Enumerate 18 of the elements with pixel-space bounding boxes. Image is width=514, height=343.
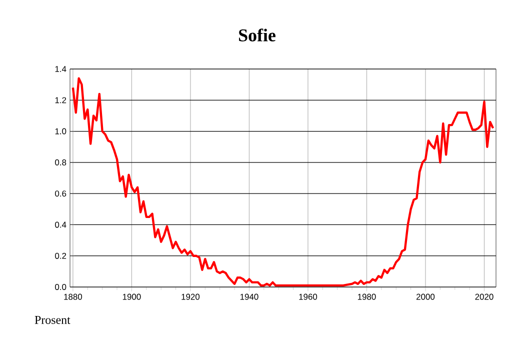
x-tick-label: 1960: [299, 294, 318, 300]
text: Prosent: [34, 316, 70, 324]
y-tick-label: 1.4: [55, 66, 66, 72]
x-tick-label: 1940: [240, 294, 258, 300]
x-tick-label: 1880: [64, 294, 82, 300]
y-tick-label: 0.2: [55, 252, 66, 259]
y-tick-label: 1.2: [55, 97, 66, 104]
y-tick-label: 0.8: [55, 159, 66, 166]
x-tick-label: 2000: [416, 294, 435, 300]
x-tick-label: 1980: [358, 294, 376, 300]
x-tick-label: 2020: [475, 294, 494, 300]
x-tick-label: 1920: [182, 294, 200, 300]
y-tick-label: 0.6: [55, 190, 66, 197]
x-tick-label: 1900: [122, 294, 141, 300]
y-tick-label: 0.4: [55, 222, 66, 228]
chart-title: Sofie: [239, 28, 276, 42]
y-tick-label: 0.0: [55, 284, 66, 290]
y-tick-label: 1.0: [55, 128, 66, 134]
